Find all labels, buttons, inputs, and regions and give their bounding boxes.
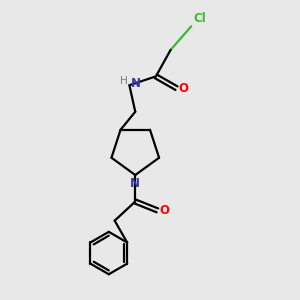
Text: N: N xyxy=(131,77,141,90)
Text: H: H xyxy=(120,76,127,86)
Text: N: N xyxy=(130,177,140,190)
Text: Cl: Cl xyxy=(194,12,206,25)
Text: O: O xyxy=(178,82,189,95)
Text: O: O xyxy=(159,204,170,217)
